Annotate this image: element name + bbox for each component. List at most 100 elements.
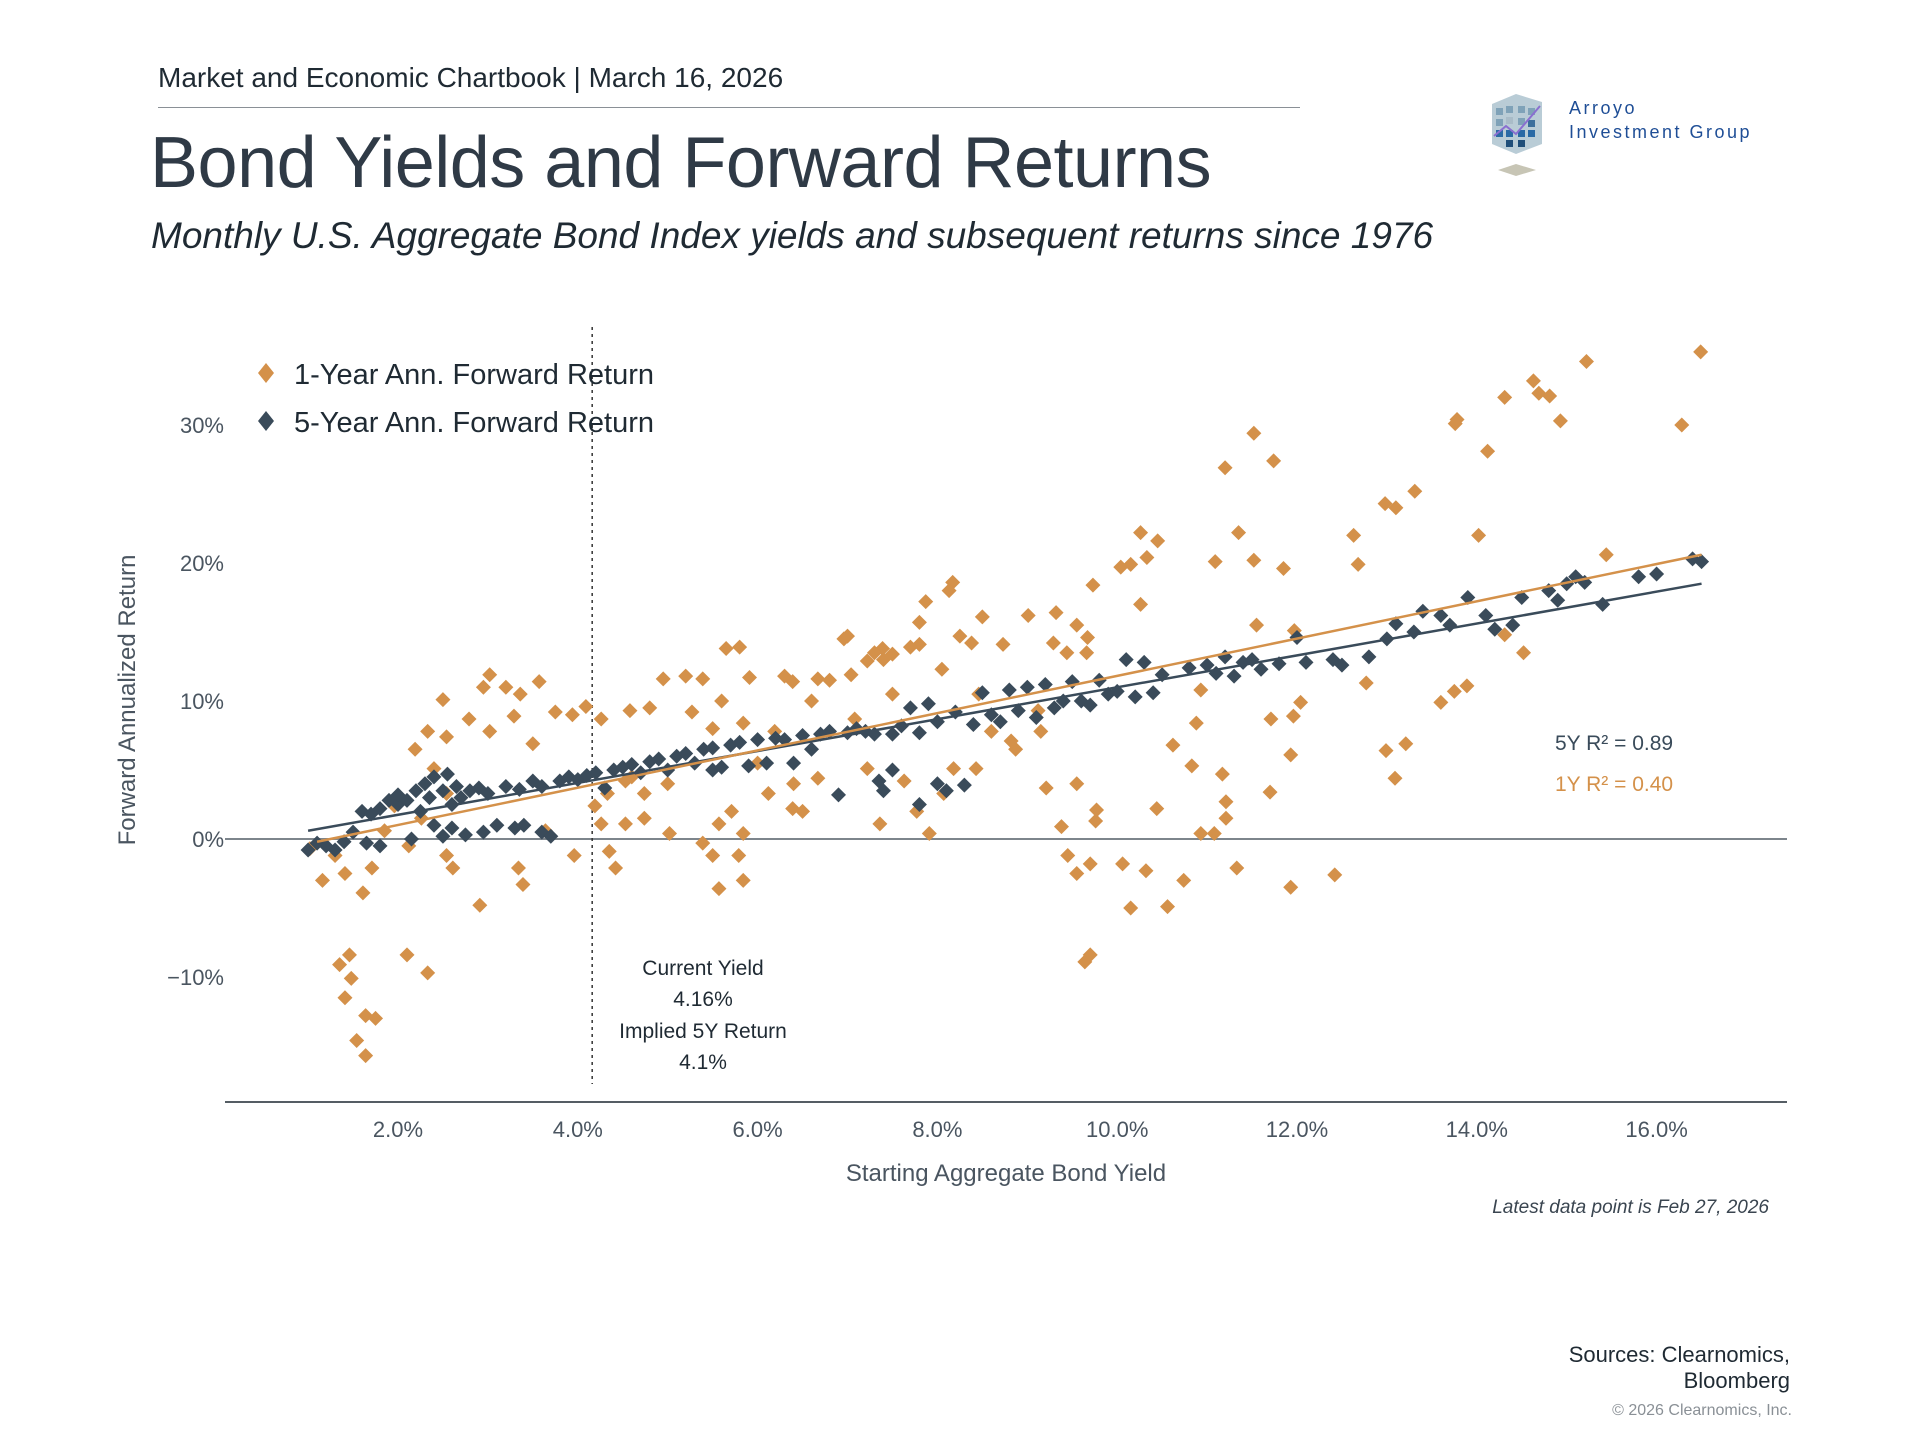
point-1y (1285, 708, 1301, 724)
point-5y (489, 817, 505, 833)
point-1y (1206, 825, 1222, 841)
point-1y (1060, 848, 1076, 864)
point-1y (946, 761, 962, 777)
point-1y (1217, 460, 1233, 476)
building-chart-logo-icon (1492, 94, 1542, 176)
x-tick-label: 4.0% (553, 1117, 603, 1142)
point-5y (875, 783, 891, 799)
point-1y (1033, 723, 1049, 739)
point-1y (1398, 736, 1414, 752)
point-5y (457, 827, 473, 843)
point-1y (601, 843, 617, 859)
y-tick-label: 30% (180, 413, 224, 438)
point-1y (1497, 627, 1513, 643)
point-1y (777, 668, 793, 684)
point-1y (705, 848, 721, 864)
point-1y (1358, 675, 1374, 691)
point-1y (364, 860, 380, 876)
point-5y (732, 734, 748, 750)
point-1y (1079, 645, 1095, 661)
x-tick-label: 2.0% (373, 1117, 423, 1142)
point-1y (593, 816, 609, 832)
point-1y (884, 686, 900, 702)
point-1y (964, 635, 980, 651)
point-1y (735, 825, 751, 841)
point-1y (810, 770, 826, 786)
point-5y (359, 835, 375, 851)
point-1y (974, 609, 990, 625)
sources: Sources: Clearnomics, Bloomberg (1569, 1342, 1790, 1394)
point-5y (543, 828, 559, 844)
point-1y (358, 1048, 374, 1064)
point-1y (1249, 617, 1265, 633)
point-1y (482, 667, 498, 683)
point-5y (1550, 592, 1566, 608)
point-1y (735, 715, 751, 731)
sources-line-1: Sources: Clearnomics, (1568, 1342, 1790, 1367)
point-1y (866, 645, 882, 661)
point-1y (695, 835, 711, 851)
point-1y (1165, 737, 1181, 753)
point-1y (510, 860, 526, 876)
point-1y (714, 693, 730, 709)
latest-data-note: Latest data point is Feb 27, 2026 (1492, 1197, 1769, 1218)
point-1y (1089, 802, 1105, 818)
point-5y (1487, 621, 1503, 637)
point-5y (1019, 679, 1035, 695)
point-1y (587, 798, 603, 814)
point-1y (1246, 552, 1262, 568)
point-1y (349, 1032, 365, 1048)
point-1y (506, 708, 522, 724)
point-1y (1246, 425, 1262, 441)
point-1y (420, 723, 436, 739)
point-1y (1262, 784, 1278, 800)
point-1y (1150, 533, 1166, 549)
point-5y (444, 820, 460, 836)
annotation-current-yield-value: 4.16% (673, 988, 733, 1011)
r2-label-1y: 1Y R² = 0.40 (1555, 773, 1673, 796)
point-1y (420, 965, 436, 981)
point-5y (1433, 607, 1449, 623)
point-5y (992, 714, 1008, 730)
point-5y (453, 790, 469, 806)
header-divider (158, 107, 1300, 108)
data-points (300, 344, 1710, 1064)
point-5y (1001, 682, 1017, 698)
point-1y (439, 729, 455, 745)
point-1y (1069, 617, 1085, 633)
point-5y (372, 801, 388, 817)
point-5y (435, 783, 451, 799)
point-1y (995, 636, 1011, 652)
point-5y (1253, 661, 1269, 677)
point-1y (911, 614, 927, 630)
point-1y (355, 885, 371, 901)
point-1y (1020, 607, 1036, 623)
point-1y (840, 628, 855, 644)
point-1y (1207, 554, 1223, 570)
point-5y (651, 751, 667, 767)
point-1y (1350, 556, 1366, 572)
point-5y (403, 831, 419, 847)
chartbook-header: Market and Economic Chartbook | March 16… (158, 62, 784, 93)
company-logo: Arroyo Investment Group (1488, 92, 1788, 182)
point-5y (1631, 569, 1647, 585)
point-1y (343, 970, 359, 986)
logo-text-investment-group: Investment Group (1569, 122, 1753, 142)
point-5y (902, 700, 918, 716)
point-5y (1694, 554, 1710, 570)
point-1y (1133, 525, 1149, 541)
point-1y (593, 711, 609, 727)
point-1y (498, 679, 514, 695)
point-5y (884, 726, 900, 742)
point-5y (1298, 654, 1314, 670)
point-5y (956, 777, 972, 793)
point-5y (399, 792, 415, 808)
point-1y (566, 848, 582, 864)
point-1y (896, 773, 912, 789)
point-1y (1459, 678, 1475, 694)
x-tick-label: 8.0% (912, 1117, 962, 1142)
point-5y (678, 745, 694, 761)
y-tick-label: 20% (180, 551, 224, 576)
point-1y (578, 699, 594, 715)
point-1y (475, 679, 491, 695)
